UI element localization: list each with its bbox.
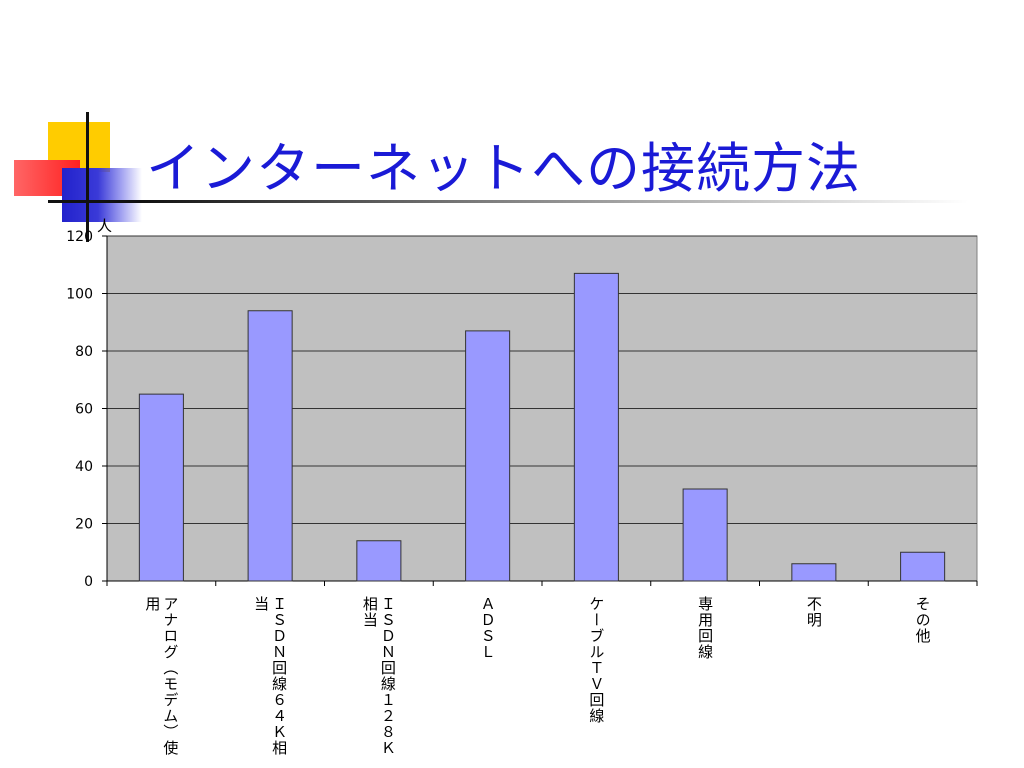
- x-category-label: ＩＳＤＮ回線１２８Ｋ相当: [360, 596, 397, 756]
- x-category-label: 不明: [804, 596, 823, 628]
- y-tick-label: 0: [84, 574, 93, 590]
- x-category-label: ＡＤＳＬ: [478, 596, 497, 660]
- bar: [573, 272, 619, 582]
- y-tick-label: 20: [75, 517, 93, 533]
- y-axis-label: 人: [97, 217, 112, 235]
- bar: [682, 488, 728, 582]
- y-tick-label: 120: [66, 229, 93, 245]
- bar: [791, 563, 837, 582]
- bar: [900, 551, 946, 582]
- decor-blue-square: [62, 168, 142, 222]
- title-underline: [48, 200, 968, 203]
- bar: [356, 540, 402, 582]
- x-category-label: アナログ（モデム）使用: [143, 596, 180, 756]
- y-tick-label: 40: [75, 459, 93, 475]
- bar: [465, 330, 511, 582]
- x-category-label: 専用回線: [696, 596, 715, 660]
- bar: [138, 393, 184, 582]
- bar: [247, 310, 293, 582]
- x-category-label: ケーブルＴＶ回線: [587, 596, 606, 724]
- slide-title: インターネットへの接続方法: [146, 137, 861, 200]
- y-tick-label: 100: [66, 287, 93, 303]
- decor-vertical-line: [86, 112, 89, 242]
- y-tick-label: 60: [75, 402, 93, 418]
- x-category-label: ＩＳＤＮ回線６４Ｋ相当: [252, 596, 289, 756]
- y-tick-label: 80: [75, 344, 93, 360]
- x-category-label: その他: [913, 596, 932, 644]
